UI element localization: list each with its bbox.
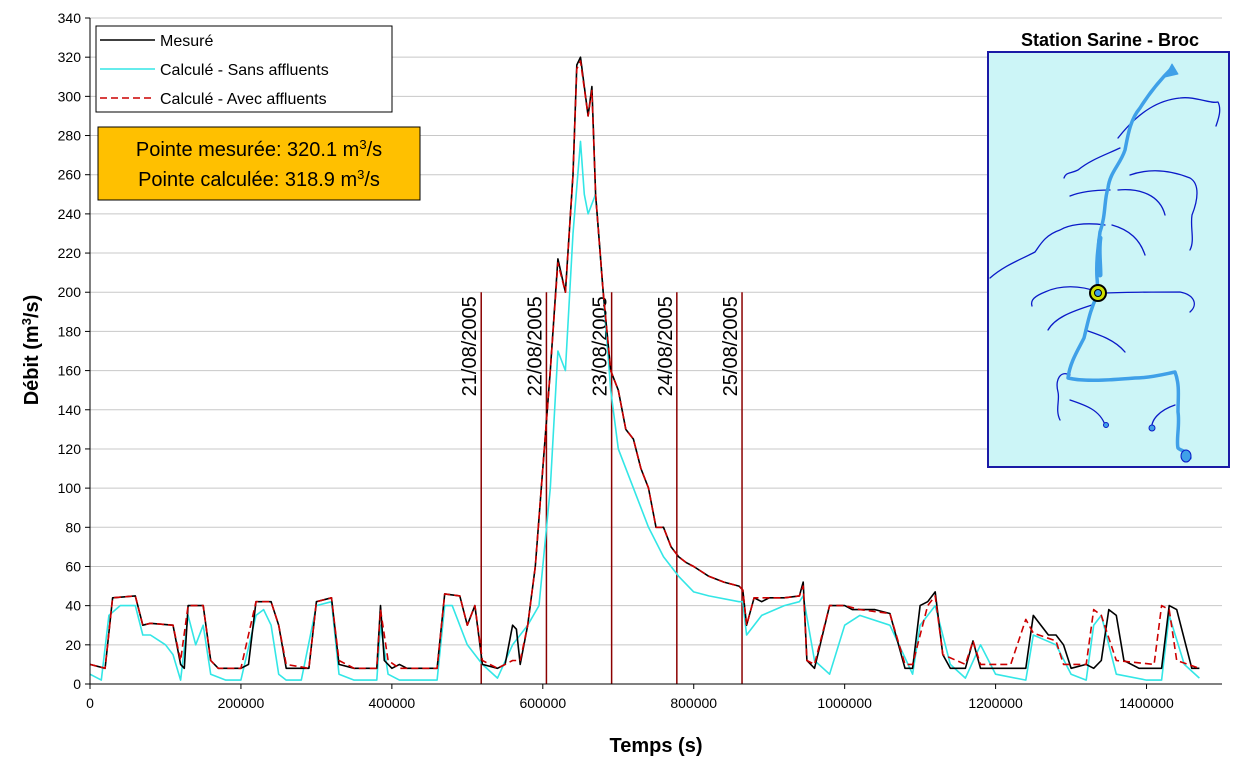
- y-tick-label: 160: [58, 363, 82, 379]
- river-network: [989, 63, 1221, 463]
- series-line-2: [89, 60, 1200, 670]
- y-tick-label: 100: [58, 480, 82, 496]
- series-line-0: [89, 56, 1200, 670]
- tributary: [1063, 147, 1121, 179]
- lake-small: [1103, 422, 1109, 428]
- y-tick-label: 20: [65, 637, 81, 653]
- date-marker-label: 22/08/2005: [524, 296, 546, 396]
- inset-frame: [987, 51, 1230, 468]
- axes: [89, 18, 1222, 685]
- x-tick-label: 400000: [369, 695, 416, 711]
- legend-label-without: Calculé - Sans affluents: [160, 62, 329, 79]
- arrow-head-icon: [1164, 63, 1179, 78]
- tributary: [1047, 304, 1093, 331]
- y-tick-label: 120: [58, 441, 82, 457]
- x-tick-label: 600000: [519, 695, 566, 711]
- y-tick-label: 220: [58, 245, 82, 261]
- y-tick-label: 80: [65, 519, 81, 535]
- inset-map: Station Sarine - Broc: [987, 30, 1230, 468]
- tributary: [1030, 286, 1099, 307]
- tributary: [1084, 329, 1126, 353]
- y-tick-label: 40: [65, 598, 81, 614]
- peak-measured-text: Pointe mesurée: 320.1 m3/s: [136, 137, 382, 162]
- main-river: [1066, 66, 1192, 460]
- tributary: [1056, 373, 1071, 421]
- legend-label-measured: Mesuré: [160, 33, 213, 50]
- x-tick-label: 1400000: [1119, 695, 1174, 711]
- legend: Mesuré Calculé - Sans affluents Calculé …: [95, 25, 393, 113]
- y-tick-label: 240: [58, 206, 82, 222]
- lake-small: [1148, 424, 1156, 432]
- tributary: [1104, 291, 1195, 313]
- y-tick-label: 0: [73, 676, 81, 692]
- y-tick-label: 280: [58, 128, 82, 144]
- date-markers: 21/08/2005 22/08/2005 23/08/2005 24/08/2005…: [459, 292, 743, 684]
- y-tick-label: 60: [65, 558, 81, 574]
- x-axis-title: Temps (s): [610, 735, 703, 757]
- peak-annotation-box: [97, 126, 421, 201]
- tributary: [1117, 97, 1221, 139]
- peak-calculated-text: Pointe calculée: 318.9 m3/s: [138, 167, 380, 192]
- x-tick-label: 200000: [218, 695, 265, 711]
- tributary: [1111, 224, 1146, 256]
- tributary: [989, 223, 1106, 279]
- lake-small: [1180, 449, 1192, 463]
- y-axis-title: Débit (m3/s): [19, 295, 44, 406]
- series-layer: [89, 56, 1200, 681]
- ticks: 0 20 40 60 80 100 120 140 160 180 200 220 240 260 280 3…: [58, 10, 1174, 711]
- y-tick-label: 180: [58, 323, 82, 339]
- tributary: [1117, 189, 1166, 216]
- y-tick-label: 340: [58, 10, 82, 26]
- peak-annotation: Pointe mesurée: 320.1 m3/s Pointe calcul…: [97, 126, 421, 201]
- x-tick-label: 800000: [670, 695, 717, 711]
- tributary: [1069, 399, 1106, 426]
- legend-label-with: Calculé - Avec affluents: [160, 91, 327, 108]
- series-line-1: [89, 140, 1200, 681]
- x-tick-label: 1200000: [968, 695, 1023, 711]
- x-tick-label: 1000000: [817, 695, 872, 711]
- tributary: [1129, 170, 1198, 251]
- date-marker-label: 21/08/2005: [459, 296, 481, 396]
- date-marker-label: 25/08/2005: [720, 296, 742, 396]
- inset-title: Station Sarine - Broc: [1021, 30, 1199, 50]
- lake: [1096, 235, 1103, 278]
- x-tick-label: 0: [86, 695, 94, 711]
- y-tick-label: 260: [58, 167, 82, 183]
- date-marker-label: 24/08/2005: [655, 296, 677, 396]
- y-tick-label: 200: [58, 284, 82, 300]
- y-tick-label: 300: [58, 88, 82, 104]
- y-tick-label: 140: [58, 402, 82, 418]
- station-marker-center: [1094, 289, 1102, 297]
- y-tick-label: 320: [58, 49, 82, 65]
